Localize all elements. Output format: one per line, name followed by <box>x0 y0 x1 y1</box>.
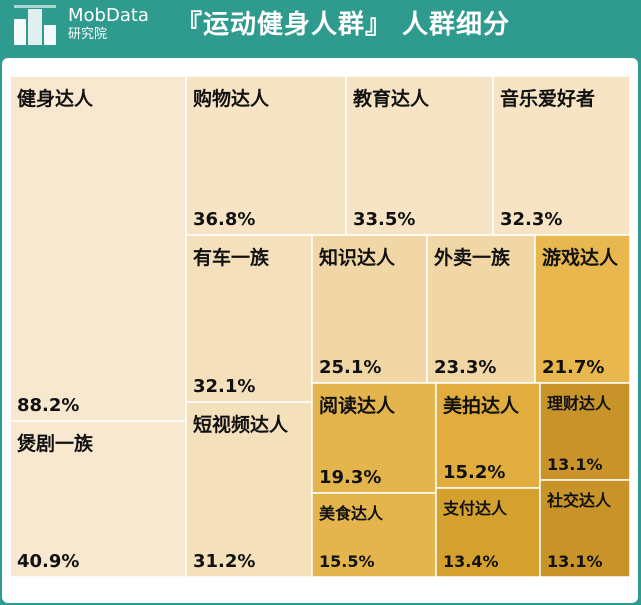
treemap-value: 36.8% <box>193 209 255 230</box>
treemap-label: 知识达人 <box>319 246 396 269</box>
treemap-rect <box>435 487 541 578</box>
page-title: 『运动健身人群』 人群细分 <box>176 10 511 40</box>
treemap-rect <box>539 382 631 481</box>
treemap-cell: 支付达人 13.4% <box>435 487 541 578</box>
treemap-cell: 外卖一族 23.3% <box>426 234 536 384</box>
treemap-value: 31.2% <box>193 551 255 572</box>
treemap-label: 游戏达人 <box>542 246 619 269</box>
treemap-value: 32.1% <box>193 376 255 397</box>
treemap-cell: 社交达人 13.1% <box>539 479 631 578</box>
treemap-rect <box>311 382 437 494</box>
treemap-cell: 短视频达人 31.2% <box>185 401 313 578</box>
treemap-label: 健身达人 <box>17 87 94 110</box>
treemap-label: 支付达人 <box>442 499 508 518</box>
treemap-label: 理财达人 <box>547 394 612 413</box>
treemap-cell: 美拍达人 15.2% <box>435 382 541 489</box>
brand-name: MobData <box>68 5 149 26</box>
treemap-value: 13.1% <box>547 455 603 474</box>
treemap-value: 32.3% <box>500 209 562 230</box>
brand-subtitle: 研究院 <box>68 27 108 42</box>
mobdata-logo-icon <box>14 5 56 45</box>
treemap-value: 23.3% <box>434 357 496 378</box>
treemap-rect <box>426 234 536 384</box>
treemap-rect <box>492 75 631 236</box>
treemap-cell: 音乐爱好者 32.3% <box>492 75 631 236</box>
treemap-cell: 教育达人 33.5% <box>345 75 494 236</box>
treemap-label: 音乐爱好者 <box>500 87 595 110</box>
treemap-cell: 煲剧一族 40.9% <box>9 420 187 578</box>
treemap-value: 15.5% <box>319 552 375 571</box>
treemap-label: 阅读达人 <box>319 394 396 417</box>
treemap-rect <box>539 479 631 578</box>
treemap-value: 88.2% <box>17 395 79 416</box>
treemap-cell: 知识达人 25.1% <box>311 234 428 384</box>
treemap-label: 社交达人 <box>546 491 612 510</box>
treemap-label: 煲剧一族 <box>17 432 94 455</box>
treemap-cell: 健身达人 88.2% <box>9 75 187 422</box>
treemap-cell: 有车一族 32.1% <box>185 234 313 403</box>
treemap-rect <box>9 75 187 422</box>
treemap-cell: 购物达人 36.8% <box>185 75 347 236</box>
treemap-rect <box>185 75 347 236</box>
treemap-cell: 阅读达人 19.3% <box>311 382 437 494</box>
treemap-label: 购物达人 <box>193 87 270 110</box>
chart-panel: 健身达人 88.2% 煲剧一族 40.9% 购物达人 36.8% 教育达人 33.5% 音乐爱好… <box>2 58 638 603</box>
treemap-label: 外卖一族 <box>434 246 511 269</box>
treemap-value: 21.7% <box>542 357 604 378</box>
treemap-value: 13.4% <box>443 552 499 571</box>
treemap-cell: 游戏达人 21.7% <box>534 234 631 384</box>
treemap-chart: 健身达人 88.2% 煲剧一族 40.9% 购物达人 36.8% 教育达人 33.5% 音乐爱好… <box>9 75 631 578</box>
treemap-value: 40.9% <box>17 551 79 572</box>
treemap-value: 13.1% <box>547 552 603 571</box>
treemap-label: 有车一族 <box>193 246 270 269</box>
treemap-label: 教育达人 <box>353 87 430 110</box>
treemap-cell: 理财达人 13.1% <box>539 382 631 481</box>
treemap-value: 25.1% <box>319 357 381 378</box>
treemap-label: 短视频达人 <box>193 413 289 436</box>
treemap-rect <box>9 420 187 578</box>
treemap-rect <box>345 75 494 236</box>
treemap-label: 美食达人 <box>319 504 384 523</box>
treemap-value: 33.5% <box>353 209 415 230</box>
treemap-value: 19.3% <box>319 467 381 488</box>
treemap-cell: 美食达人 15.5% <box>311 492 437 578</box>
header: MobData 研究院 『运动健身人群』 人群细分 <box>0 0 641 50</box>
treemap-rect <box>435 382 541 489</box>
treemap-label: 美拍达人 <box>443 394 520 417</box>
treemap-rect <box>185 401 313 578</box>
treemap-rect <box>185 234 313 403</box>
treemap-value: 15.2% <box>443 462 505 483</box>
